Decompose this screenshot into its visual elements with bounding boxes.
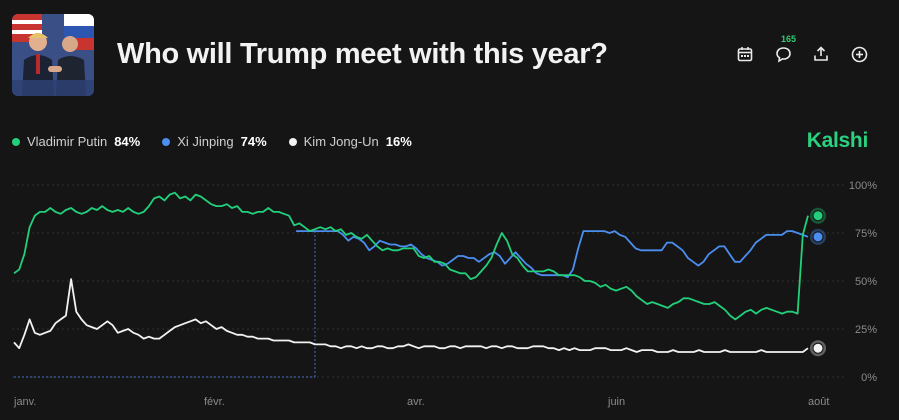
trump-putin-photo (12, 14, 94, 96)
y-tick-label: 100% (849, 180, 877, 192)
legend-name: Xi Jinping (177, 134, 234, 149)
comment-icon (775, 46, 791, 63)
x-tick-label: avr. (407, 396, 425, 408)
action-toolbar: 165 (735, 34, 869, 64)
series-end-dot-kim-jong-un (812, 342, 824, 354)
x-tick-label: janv. (13, 396, 36, 408)
legend-name: Kim Jong-Un (303, 134, 379, 149)
comments-button[interactable]: 165 (773, 34, 796, 64)
x-tick-label: août (808, 396, 829, 408)
series-end-dot-vladimir-putin (812, 210, 824, 222)
legend-name: Vladimir Putin (27, 134, 108, 149)
x-tick-label: juin (607, 396, 625, 408)
legend-dot (288, 137, 297, 146)
legend-item-putin[interactable]: Vladimir Putin 84% (12, 134, 140, 149)
x-tick-label: févr. (204, 396, 225, 408)
chart-legend: Vladimir Putin 84% Xi Jinping 74% Kim Jo… (12, 134, 412, 149)
page-title: Who will Trump meet with this year? (117, 38, 608, 70)
legend-value: 84% (114, 134, 141, 149)
market-thumbnail (12, 14, 94, 96)
legend-dot (12, 137, 20, 146)
y-tick-label: 75% (855, 228, 877, 240)
y-tick-label: 0% (861, 372, 877, 384)
series-line-kim-jong-un (13, 278, 809, 353)
series-line-vladimir-putin (13, 191, 809, 321)
add-icon[interactable] (849, 44, 869, 64)
series-line-xi-jinping (296, 230, 809, 279)
kalshi-logo: Kalshi (806, 129, 869, 152)
y-tick-label: 25% (855, 324, 877, 336)
legend-item-kim[interactable]: Kim Jong-Un 16% (288, 134, 412, 149)
y-tick-label: 50% (855, 276, 877, 288)
legend-value: 74% (240, 134, 267, 149)
calendar-icon[interactable] (735, 44, 755, 64)
share-icon[interactable] (811, 44, 831, 64)
series-end-dot-xi-jinping (812, 231, 824, 243)
legend-item-xi[interactable]: Xi Jinping 74% (162, 134, 267, 149)
comment-count-badge: 165 (781, 34, 797, 44)
legend-dot (162, 137, 171, 146)
legend-value: 16% (385, 134, 412, 149)
